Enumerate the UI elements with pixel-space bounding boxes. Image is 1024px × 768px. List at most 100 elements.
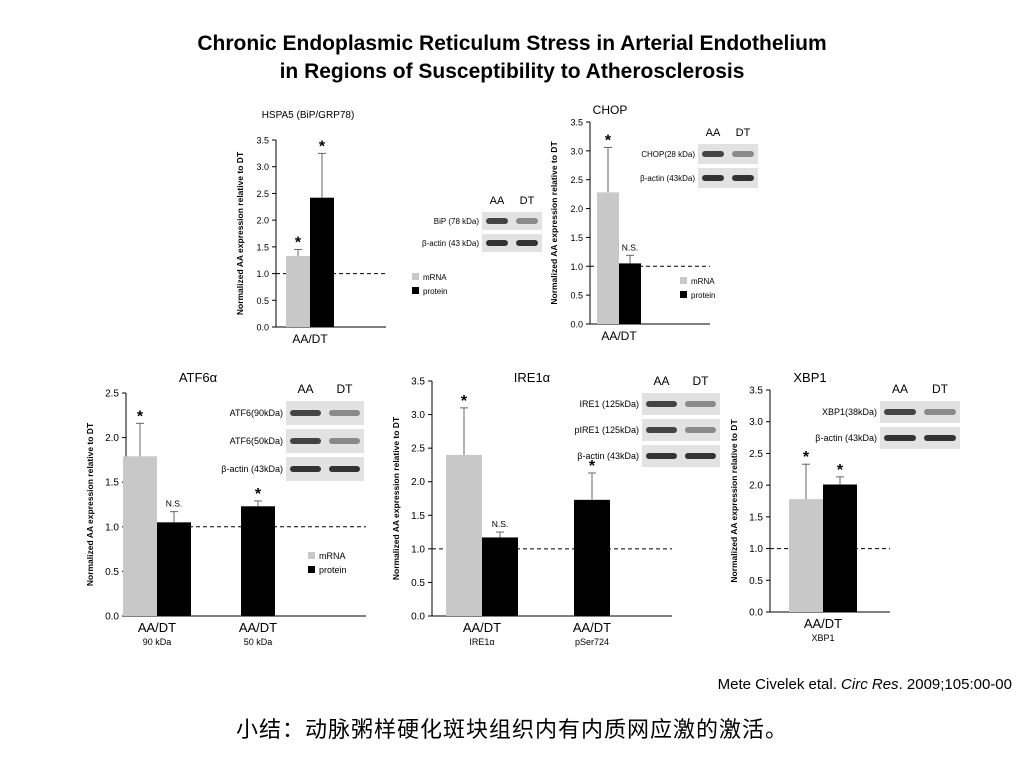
y-tick-label: 2.5 (105, 389, 119, 400)
citation-details: . 2009;105:00-00 (898, 676, 1012, 693)
x-group-label: AA/DT (463, 620, 501, 635)
blot-strip (482, 212, 542, 230)
significance-label: N.S. (166, 499, 183, 509)
y-tick-label: 2.5 (256, 189, 269, 199)
y-axis-label: Normalized AA expression relative to DT (391, 416, 401, 580)
blot-band (924, 435, 956, 441)
blot-band (685, 427, 716, 433)
blot-row-label: XBP1(38kDa) (822, 407, 877, 417)
legend-label: protein (423, 287, 447, 296)
significance-label: * (461, 393, 468, 410)
blot-column-label: AA (653, 374, 669, 388)
legend-swatch (680, 291, 687, 298)
blot-band (329, 438, 360, 444)
blot-band (884, 409, 916, 415)
hspa5-chart: HSPA5 (BiP/GRP78) Normalized AA expressio… (235, 110, 542, 346)
blot-strip (880, 427, 960, 449)
chart-title: CHOP (593, 103, 628, 117)
blot-strip (642, 393, 720, 415)
blot-band (685, 453, 716, 459)
y-tick-label: 0.0 (105, 612, 119, 623)
bar-protein (619, 263, 641, 324)
y-tick-label: 1.5 (570, 233, 583, 243)
x-group-label: AA/DT (573, 620, 611, 635)
legend-label: mRNA (423, 273, 447, 282)
ire1-chart-panel: IRE1α Normalized AA expression relative t… (391, 365, 732, 665)
y-tick-label: 0.0 (256, 323, 269, 333)
blot-strip (698, 144, 758, 164)
bar-mrna (597, 192, 619, 324)
citation: Mete Civelek etal. Circ Res. 2009;105:00… (718, 676, 1012, 693)
blot-band (329, 410, 360, 416)
significance-label: N.S. (622, 242, 639, 252)
blot-row-label: BiP (78 kDa) (434, 217, 480, 226)
y-tick-label: 1.5 (105, 478, 119, 489)
y-tick-label: 3.0 (749, 417, 763, 428)
x-group-sublabel: pSer724 (575, 637, 609, 647)
blot-row-label: pIRE1 (125kDa) (574, 425, 639, 435)
citation-authors: Mete Civelek etal. (717, 676, 842, 693)
y-tick-label: 0.5 (105, 567, 119, 578)
y-tick-label: 2.0 (256, 216, 269, 226)
y-axis-label: Normalized AA expression relative to DT (85, 422, 95, 586)
blot-column-label: DT (736, 127, 751, 139)
slide-title: Chronic Endoplasmic Reticulum Stress in … (0, 30, 1024, 86)
significance-label: * (319, 138, 326, 155)
y-tick-label: 0.5 (411, 578, 425, 589)
blot-row-label: β-actin (43kDa) (577, 451, 639, 461)
y-tick-label: 3.5 (749, 386, 763, 397)
xbp1-chart: XBP1 Normalized AA expression relative to… (729, 370, 960, 643)
blot-band (516, 240, 538, 246)
blot-column-label: AA (706, 127, 721, 139)
blot-band (486, 218, 508, 224)
blot-row-label: CHOP(28 kDa) (641, 150, 695, 159)
blot-band (646, 453, 677, 459)
chop-chart-panel: CHOP Normalized AA expression relative to… (540, 98, 790, 348)
blot-band (685, 401, 716, 407)
bar-protein (241, 506, 275, 616)
y-tick-label: 0.0 (411, 612, 425, 623)
x-group-sublabel: XBP1 (811, 633, 834, 643)
y-tick-label: 2.0 (411, 477, 425, 488)
bar-mrna (286, 255, 310, 327)
atf6-chart-panel: ATF6α Normalized AA expression relative t… (68, 365, 378, 665)
x-group-sublabel: 90 kDa (143, 637, 172, 647)
y-tick-label: 0.0 (570, 320, 583, 330)
ire1-chart: IRE1α Normalized AA expression relative t… (391, 370, 720, 647)
y-tick-label: 3.5 (256, 136, 269, 146)
blot-column-label: AA (892, 382, 908, 396)
y-tick-label: 0.5 (256, 296, 269, 306)
blot-row-label: β-actin (43kDa) (640, 174, 695, 183)
y-tick-label: 1.0 (256, 269, 269, 279)
blot-strip (698, 168, 758, 188)
legend-label: protein (691, 291, 715, 300)
chop-chart: CHOP Normalized AA expression relative to… (549, 103, 758, 343)
blot-band (329, 466, 360, 472)
blot-strip (642, 419, 720, 441)
citation-journal: Circ Res (841, 676, 899, 693)
chart-title: XBP1 (793, 370, 826, 385)
y-axis-label: Normalized AA expression relative to DT (235, 151, 245, 315)
bar-protein (482, 537, 518, 616)
legend-swatch (412, 287, 419, 294)
significance-label: * (589, 458, 596, 475)
significance-label: N.S. (492, 519, 509, 529)
bar-protein (574, 499, 610, 616)
y-tick-label: 3.0 (570, 146, 583, 156)
x-group-label: AA/DT (292, 332, 328, 346)
blot-row-label: IRE1 (125kDa) (579, 399, 639, 409)
bar-protein (157, 522, 191, 616)
blot-column-label: AA (490, 195, 505, 207)
y-tick-label: 2.0 (570, 204, 583, 214)
y-tick-label: 1.5 (256, 242, 269, 252)
blot-strip (642, 445, 720, 467)
blot-strip (482, 234, 542, 252)
blot-band (516, 218, 538, 224)
significance-label: * (295, 235, 302, 252)
x-group-label: AA/DT (239, 620, 277, 635)
chart-title: IRE1α (514, 370, 551, 385)
blot-band (884, 435, 916, 441)
y-tick-label: 3.0 (411, 410, 425, 421)
bar-protein (823, 484, 857, 612)
blot-strip (880, 401, 960, 423)
